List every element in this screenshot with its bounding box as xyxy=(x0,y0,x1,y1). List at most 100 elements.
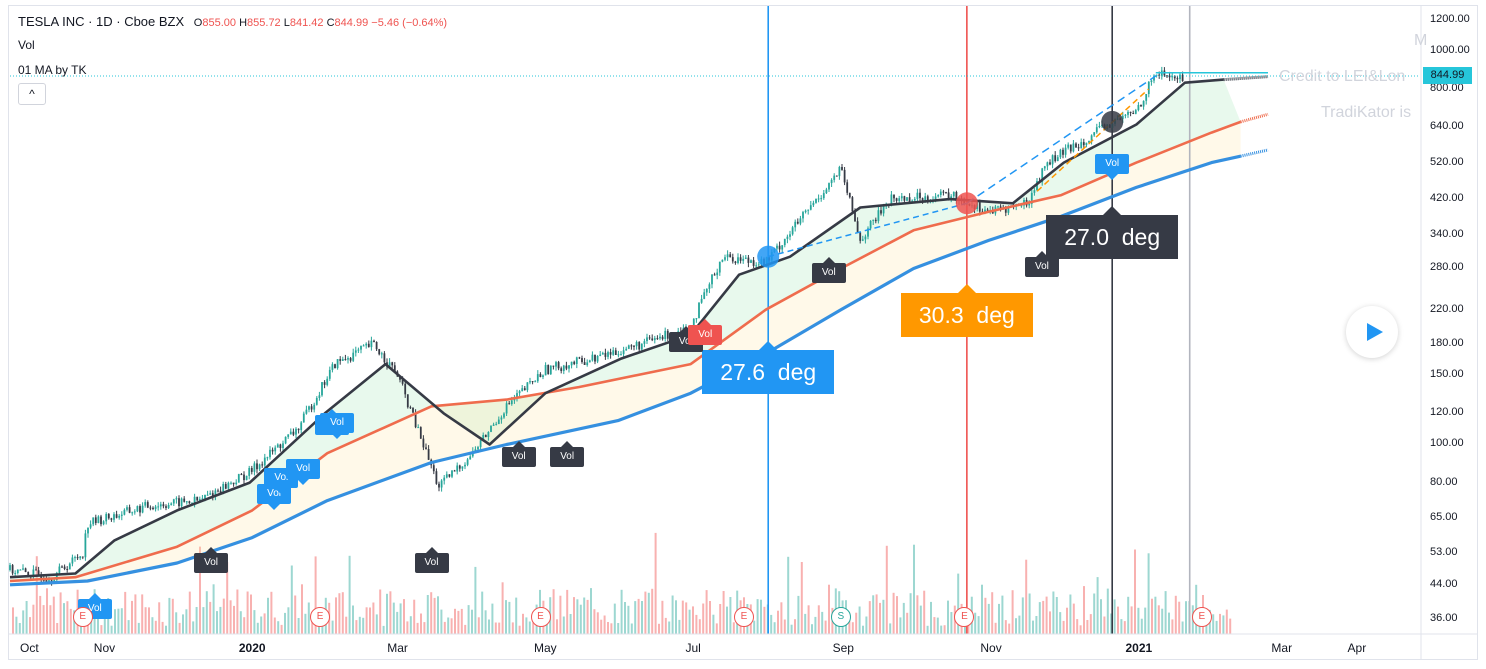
volume-bar xyxy=(664,617,667,634)
angle-marker-circle[interactable] xyxy=(1101,110,1124,133)
candle-body xyxy=(575,357,578,364)
volume-bar xyxy=(49,605,52,634)
volume-bar xyxy=(253,610,256,634)
angle-marker-circle[interactable] xyxy=(955,192,978,215)
candle-body xyxy=(464,464,466,467)
price-tick-label: 420.00 xyxy=(1430,192,1464,205)
candle-body xyxy=(141,505,144,513)
volume-bar xyxy=(168,597,171,634)
volume-bar xyxy=(90,615,93,634)
ma-slow-line[interactable] xyxy=(9,154,1241,587)
symbol-title[interactable]: TESLA INC · 1D · Cboe BZX xyxy=(18,14,185,29)
candle-body xyxy=(620,354,622,356)
volume-bar xyxy=(290,565,293,634)
candle-body xyxy=(596,356,599,362)
volume-bar xyxy=(1096,577,1099,634)
candle-body xyxy=(357,349,360,351)
candle-body xyxy=(245,475,248,481)
volume-bar xyxy=(233,605,235,634)
candle-body xyxy=(1153,75,1155,81)
candle-body xyxy=(721,259,724,262)
candle-body xyxy=(1121,115,1124,120)
trend-lines xyxy=(768,71,1268,258)
candle-body xyxy=(604,352,607,357)
candle-body xyxy=(523,388,526,390)
candle-body xyxy=(516,393,518,399)
candle-body xyxy=(666,330,669,339)
volume-bar xyxy=(651,588,654,634)
replay-play-button[interactable] xyxy=(1346,306,1398,358)
volume-bar xyxy=(950,612,953,634)
candle-body xyxy=(131,512,134,514)
candle-body xyxy=(474,449,477,452)
volume-bar xyxy=(787,556,790,634)
candle-body xyxy=(352,352,355,361)
candle-body xyxy=(321,382,323,396)
candle-body xyxy=(778,245,781,250)
candle-body xyxy=(939,191,942,195)
candle-body xyxy=(1075,143,1077,148)
volume-bar xyxy=(760,599,762,634)
candle-body xyxy=(375,342,378,350)
earnings-marker[interactable]: E xyxy=(310,607,331,627)
volume-bar xyxy=(100,625,103,634)
candle-body xyxy=(552,365,555,367)
volume-bar xyxy=(685,602,688,634)
candle-body xyxy=(1033,190,1036,193)
candle-body xyxy=(635,342,638,347)
candle-body xyxy=(734,261,737,263)
earnings-marker[interactable]: S xyxy=(830,607,851,627)
earnings-marker[interactable]: E xyxy=(733,607,754,627)
candle-body xyxy=(1176,78,1179,80)
ma-fast-line[interactable] xyxy=(9,78,1224,579)
volume-bar xyxy=(624,602,626,634)
candle-body xyxy=(830,179,833,184)
volume-bar xyxy=(855,612,858,634)
candle-body xyxy=(295,428,297,435)
candle-body xyxy=(133,511,136,513)
volume-bar xyxy=(457,610,460,634)
candle-body xyxy=(843,169,846,183)
volume-bar xyxy=(909,593,912,634)
candle-body xyxy=(536,374,539,382)
candle-body xyxy=(625,348,628,351)
earnings-marker[interactable]: E xyxy=(1191,607,1212,627)
candle-body xyxy=(180,498,183,507)
volume-bar xyxy=(352,605,354,634)
earnings-marker[interactable]: E xyxy=(72,607,93,627)
candle-body xyxy=(292,431,295,435)
volume-bar xyxy=(613,603,616,634)
indicator-vol-label[interactable]: Vol xyxy=(18,38,35,52)
volume-bar xyxy=(362,617,365,634)
candle-body xyxy=(89,524,92,528)
volume-bar xyxy=(732,622,735,634)
trend-line-orange[interactable] xyxy=(1036,88,1150,192)
volume-bar xyxy=(797,595,800,634)
candle-body xyxy=(235,482,238,485)
angle-marker-circle[interactable] xyxy=(757,245,780,268)
candle-body xyxy=(196,496,199,501)
candle-body xyxy=(360,346,362,350)
volume-bar xyxy=(658,623,660,634)
earnings-marker[interactable]: E xyxy=(954,607,975,627)
volume-bar xyxy=(777,610,779,634)
trend-line-blue[interactable] xyxy=(768,202,968,258)
earnings-marker[interactable]: E xyxy=(530,607,551,627)
indicator-ma-label[interactable]: 01 MA by TK xyxy=(18,63,87,77)
ma-mid-line[interactable] xyxy=(9,120,1242,583)
candle-body xyxy=(443,477,446,481)
candle-body xyxy=(521,388,524,392)
moving-averages xyxy=(9,75,1269,587)
collapse-indicators-button[interactable]: ^ xyxy=(18,83,46,105)
price-tick-label: 44.00 xyxy=(1430,577,1458,590)
volume-bar xyxy=(423,622,426,634)
candle-body xyxy=(903,196,906,201)
candle-body xyxy=(1051,155,1054,165)
candle-body xyxy=(487,432,490,437)
volume-bar xyxy=(671,595,674,634)
candle-body xyxy=(500,417,503,420)
candle-body xyxy=(809,205,812,210)
candle-body xyxy=(183,498,186,502)
candle-body xyxy=(861,239,864,241)
candle-body xyxy=(750,260,752,263)
